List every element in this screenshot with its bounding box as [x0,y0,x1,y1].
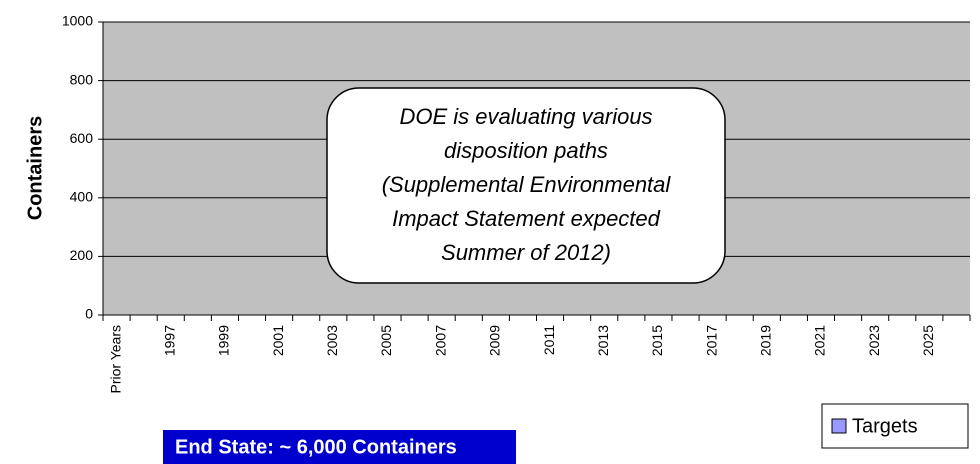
x-tick-label: 2001 [270,325,286,356]
y-tick-label: 200 [70,247,94,263]
annotation-box [326,87,726,284]
x-tick-label: 2009 [487,325,503,356]
y-tick-label: 600 [70,130,94,146]
annotation-text: Summer of 2012) [441,240,611,265]
end-state-text: End State: ~ 6,000 Containers [175,436,457,458]
x-tick-label: 1997 [161,325,177,356]
legend-swatch [831,418,847,434]
x-tick-label: 2015 [649,325,665,356]
annotation-text: Impact Statement expected [392,206,661,231]
y-tick-label: 800 [70,71,94,87]
x-tick-label: 2003 [324,325,340,356]
x-tick-label: 2007 [432,325,448,356]
annotation-text: disposition paths [444,138,608,163]
y-axis-label: Containers [24,116,46,220]
y-tick-label: 400 [70,189,94,205]
annotation-text: (Supplemental Environmental [382,172,672,197]
annotation-text: DOE is evaluating various [399,104,652,129]
x-tick-label: 2005 [378,325,394,356]
legend-label: Targets [852,415,918,437]
y-tick-label: 0 [85,306,93,322]
x-tick-label: 2011 [541,325,557,355]
x-tick-label: 2017 [703,325,719,356]
x-tick-label: Prior Years [107,325,123,393]
x-tick-label: 2021 [812,325,828,356]
x-tick-label: 1999 [216,325,232,356]
end-state-box [163,430,516,464]
x-tick-label: 2019 [758,325,774,356]
x-tick-label: 2013 [595,325,611,356]
y-tick-label: 1000 [62,13,93,29]
x-tick-label: 2023 [866,325,882,356]
x-tick-label: 2025 [920,325,936,356]
